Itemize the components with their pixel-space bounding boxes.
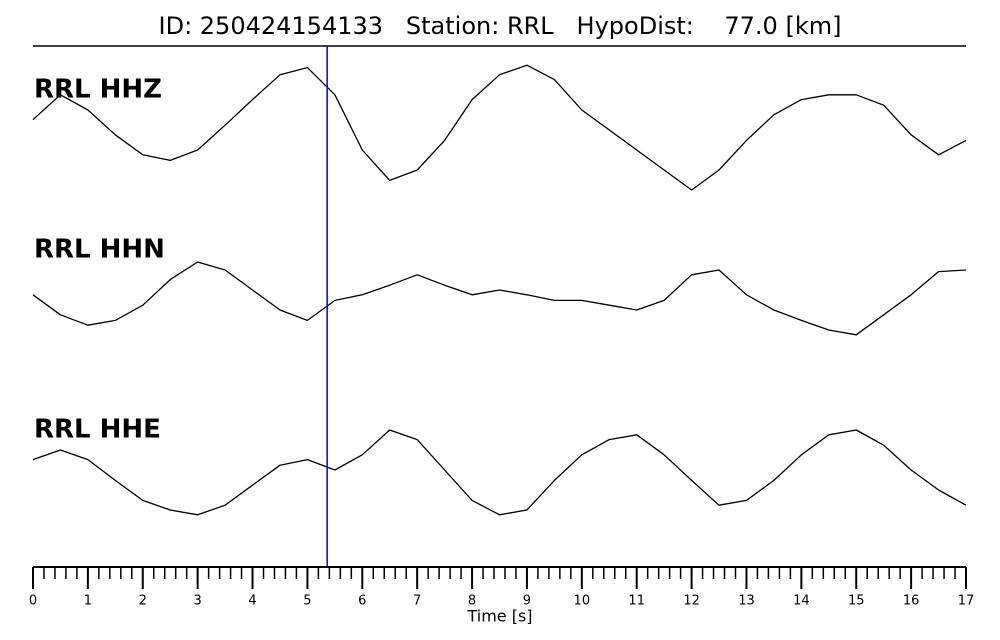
legend-label: RRL HHZ	[34, 75, 162, 105]
chart-title: ID: 250424154133 Station: RRL HypoDist: …	[159, 12, 842, 40]
legend-label: RRL HHE	[34, 415, 161, 445]
x-tick-label: 0	[29, 594, 37, 609]
x-tick-label: 14	[793, 594, 810, 609]
x-tick-label: 12	[683, 594, 700, 609]
x-tick-label: 7	[413, 594, 421, 609]
x-tick-label: 8	[468, 594, 476, 609]
waveform	[32, 261, 967, 336]
legend-label: RRL HHN	[34, 235, 165, 265]
x-tick-label: 17	[958, 594, 975, 609]
x-tick-label: 2	[139, 594, 147, 609]
x-tick-label: 13	[738, 594, 755, 609]
x-tick-label: 3	[194, 594, 202, 609]
waveform	[32, 429, 967, 516]
x-tick-label: 4	[248, 594, 256, 609]
x-axis-label: Time [s]	[466, 607, 532, 626]
x-tick-label: 1	[84, 594, 92, 609]
x-tick-label: 11	[628, 594, 645, 609]
x-tick-label: 9	[523, 594, 531, 609]
x-tick-label: 10	[574, 594, 591, 609]
waveform	[32, 64, 967, 191]
x-tick-label: 6	[358, 594, 366, 609]
x-tick-label: 15	[848, 594, 865, 609]
x-tick-label: 16	[903, 594, 920, 609]
x-tick-label: 5	[303, 594, 311, 609]
